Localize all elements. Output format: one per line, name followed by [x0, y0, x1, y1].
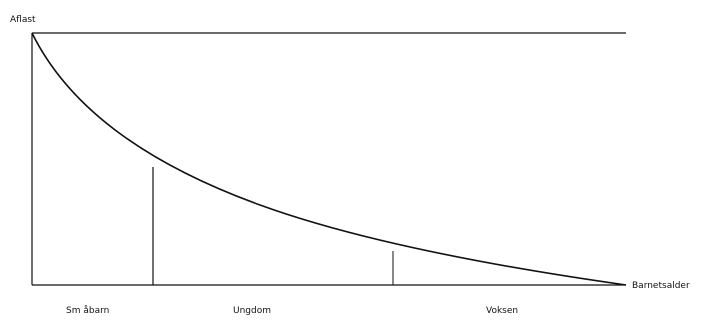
- y-axis-label: Aflast: [10, 15, 36, 25]
- burden-curve: [31, 32, 627, 286]
- phase-label-toddler: Sm åbarn: [66, 305, 109, 316]
- phase-label-adult: Voksen: [486, 306, 518, 316]
- x-axis-label: Barnetsalder: [632, 281, 690, 291]
- phase-label-youth: Ungdom: [233, 306, 271, 316]
